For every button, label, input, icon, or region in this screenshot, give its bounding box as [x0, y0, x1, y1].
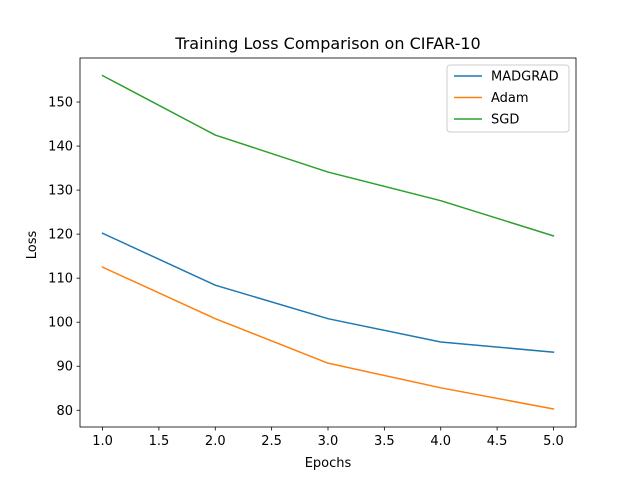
- plot-area: 1.0 1.5 2.0 2.5 3.0 3.5 4.0 4.5 5.0 80 90 100 110 120…: [48, 57, 577, 449]
- y-tick-label: 150: [48, 96, 73, 111]
- legend-label-madgrad: MADGRAD: [491, 70, 559, 85]
- x-tick-label: 4.5: [487, 434, 508, 449]
- y-tick-label: 120: [48, 228, 73, 243]
- y-tick-label: 130: [48, 184, 73, 199]
- y-tick-label: 90: [56, 360, 73, 375]
- chart-title: Training Loss Comparison on CIFAR-10: [174, 34, 480, 53]
- series-line-madgrad: [101, 232, 555, 353]
- legend-label-adam: Adam: [491, 91, 529, 106]
- series-line-sgd: [101, 74, 555, 237]
- y-tick-label: 110: [48, 272, 73, 287]
- x-axis-label: Epochs: [305, 456, 352, 471]
- y-tick-label: 140: [48, 140, 73, 155]
- legend: MADGRAD Adam SGD: [446, 64, 570, 133]
- y-tick-label: 100: [48, 316, 73, 331]
- legend-label-sgd: SGD: [491, 113, 519, 128]
- x-tick-label: 2.5: [261, 434, 282, 449]
- x-tick-label: 3.0: [318, 434, 339, 449]
- y-tick-label: 80: [56, 404, 73, 419]
- series-line-adam: [101, 266, 555, 410]
- x-tick-label: 1.5: [149, 434, 170, 449]
- x-tick-label: 4.0: [430, 434, 451, 449]
- legend-box: [446, 64, 570, 133]
- x-tick-label: 1.0: [92, 434, 113, 449]
- y-axis-label: Loss: [25, 231, 40, 260]
- x-tick-label: 5.0: [543, 434, 564, 449]
- x-tick-label: 2.0: [205, 434, 226, 449]
- x-tick-label: 3.5: [374, 434, 395, 449]
